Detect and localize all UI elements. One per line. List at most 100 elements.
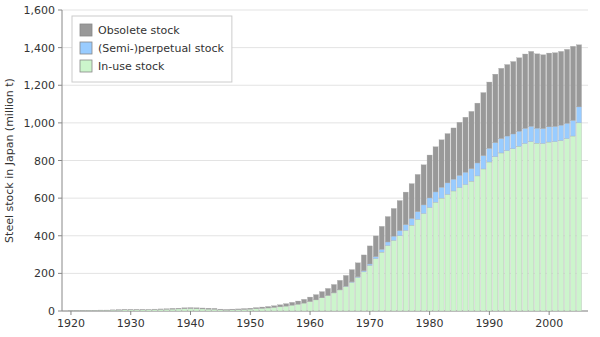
bar-segment xyxy=(80,310,85,311)
bar-segment xyxy=(104,310,109,311)
bar-segment xyxy=(272,307,277,311)
bar-segment xyxy=(445,194,450,311)
bar-segment xyxy=(385,242,390,246)
bar-segment xyxy=(212,309,217,310)
legend-label: Obsolete stock xyxy=(98,24,180,37)
bar-segment xyxy=(529,51,534,126)
x-tick xyxy=(250,311,251,315)
bar-segment xyxy=(140,309,145,310)
bar-segment xyxy=(206,308,211,310)
x-tick-label: 1980 xyxy=(416,317,444,330)
bar-segment xyxy=(505,151,510,311)
bar-segment xyxy=(571,120,576,136)
bar-segment xyxy=(535,143,540,311)
bar-segment xyxy=(194,307,199,309)
bar-segment xyxy=(266,308,271,311)
x-tick xyxy=(310,311,311,315)
bar-segment xyxy=(188,308,193,309)
bar-segment xyxy=(134,309,139,310)
bar-segment xyxy=(260,308,265,311)
bar-segment xyxy=(86,310,91,311)
bar-segment xyxy=(379,249,384,252)
bar-segment xyxy=(403,225,408,231)
bar-segment xyxy=(122,309,127,310)
bar-segment xyxy=(218,310,223,311)
bar-segment xyxy=(379,252,384,311)
bar-segment xyxy=(553,126,558,141)
bar-segment xyxy=(188,307,193,309)
y-tick-label: 1,000 xyxy=(24,117,56,130)
bar-segment xyxy=(164,309,169,311)
bar-segment xyxy=(493,157,498,311)
y-tick xyxy=(58,122,62,123)
bar-segment xyxy=(290,305,295,311)
bar-segment xyxy=(236,310,241,311)
bar-segment xyxy=(302,303,307,311)
bar-segment xyxy=(80,310,85,311)
bar-segment xyxy=(140,310,145,311)
bar-segment xyxy=(523,54,528,128)
x-tick-label: 1930 xyxy=(117,317,145,330)
bar-segment xyxy=(331,284,336,292)
bar-segment xyxy=(248,308,253,310)
bar-segment xyxy=(236,308,241,310)
bar-segment xyxy=(230,309,235,311)
bar-segment xyxy=(170,308,175,310)
bar-segment xyxy=(535,128,540,143)
bar-segment xyxy=(110,310,115,311)
legend-swatch xyxy=(80,42,92,54)
bar-segment xyxy=(421,205,426,214)
bar-segment xyxy=(337,280,342,289)
bar-segment xyxy=(290,302,295,305)
bar-segment xyxy=(110,310,115,311)
bar-segment xyxy=(134,310,139,311)
x-tick xyxy=(429,311,430,315)
x-tick xyxy=(369,311,370,315)
bar-segment xyxy=(236,309,241,310)
x-tick xyxy=(130,311,131,315)
bar-segment xyxy=(367,264,372,266)
y-tick xyxy=(58,273,62,274)
bar-segment xyxy=(427,208,432,311)
bar-segment xyxy=(104,310,109,311)
bar-segment xyxy=(260,307,265,308)
x-tick-label: 1920 xyxy=(57,317,85,330)
bar-segment xyxy=(523,144,528,311)
y-tick-label: 1,200 xyxy=(24,79,56,92)
bar-segment xyxy=(110,309,115,310)
bar-segment xyxy=(248,309,253,311)
bar-segment xyxy=(188,309,193,311)
bar-segment xyxy=(547,127,552,142)
bar-segment xyxy=(415,219,420,311)
bar-segment xyxy=(373,257,378,259)
bar-segment xyxy=(308,302,313,311)
bar-segment xyxy=(98,310,103,311)
bar-segment xyxy=(523,128,528,143)
bar-segment xyxy=(128,309,133,310)
bar-segment xyxy=(559,51,564,125)
bar-segment xyxy=(355,263,360,277)
bar-segment xyxy=(529,142,534,311)
chart: 02004006008001,0001,2001,4001,6001920193… xyxy=(0,0,600,337)
bar-segment xyxy=(158,309,163,310)
bar-segment xyxy=(451,179,456,191)
bar-segment xyxy=(481,93,486,156)
bar-segment xyxy=(116,309,121,310)
y-axis-line xyxy=(62,10,63,311)
bar-segment xyxy=(361,272,366,311)
bar-segment xyxy=(499,138,504,152)
bar-segment xyxy=(505,136,510,151)
bar-segment xyxy=(397,236,402,311)
bar-segment xyxy=(92,310,97,311)
bar-segment xyxy=(308,297,313,302)
bar-segment xyxy=(481,156,486,169)
y-tick xyxy=(58,10,62,11)
bar-segment xyxy=(254,309,259,311)
bar-segment xyxy=(218,309,223,310)
bar-segment xyxy=(319,298,324,311)
bar-segment xyxy=(212,308,217,310)
bar-segment xyxy=(176,308,181,310)
bar-segment xyxy=(367,246,372,264)
legend-label: In-use stock xyxy=(98,60,165,73)
bar-segment xyxy=(98,310,103,311)
